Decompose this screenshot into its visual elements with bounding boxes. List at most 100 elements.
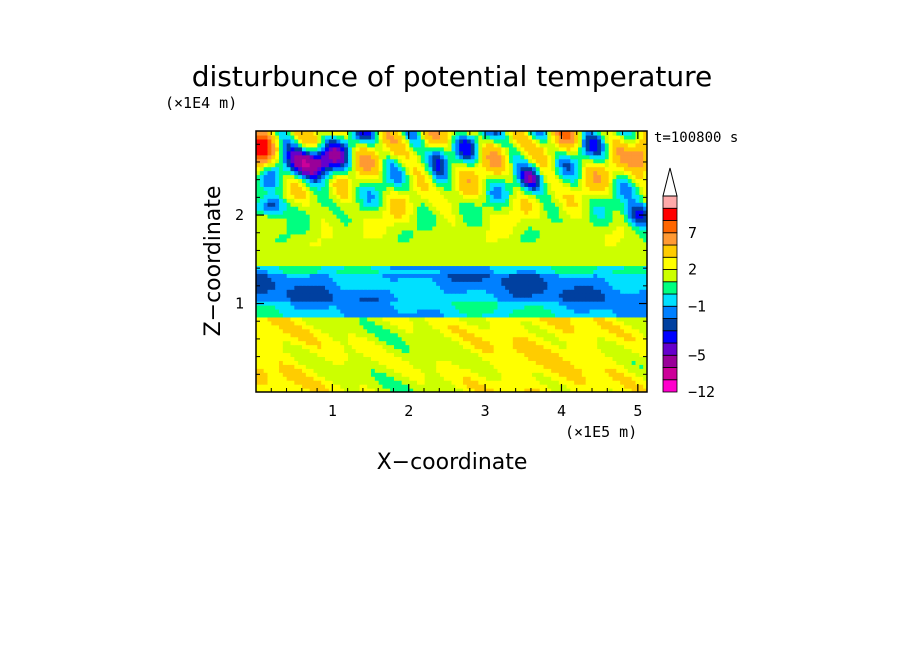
field-cell	[616, 293, 621, 298]
field-cell	[624, 368, 629, 373]
field-cell	[509, 241, 514, 247]
field-cell	[482, 360, 487, 365]
field-cell	[294, 233, 299, 239]
field-cell	[574, 348, 579, 354]
field-cell	[478, 364, 483, 369]
field-cell	[267, 257, 272, 263]
field-cell	[574, 376, 579, 381]
field-cell	[424, 364, 430, 369]
field-cell	[302, 352, 307, 357]
field-cell	[340, 221, 345, 227]
field-cell	[309, 372, 315, 377]
field-cell	[578, 253, 583, 259]
field-cell	[359, 249, 364, 255]
field-cell	[440, 384, 445, 389]
field-cell	[639, 352, 644, 357]
field-cell	[279, 332, 284, 338]
field-cell	[463, 218, 468, 223]
field-cell	[367, 233, 372, 239]
field-cell	[382, 285, 387, 290]
field-cell	[528, 364, 533, 369]
field-cell	[505, 245, 510, 251]
field-cell	[616, 305, 621, 310]
field-cell	[313, 320, 318, 326]
field-cell	[466, 384, 472, 389]
field-cell	[593, 352, 598, 357]
field-cell	[497, 293, 502, 298]
field-cell	[424, 269, 430, 274]
field-cell	[267, 285, 272, 290]
field-cell	[558, 368, 564, 373]
field-cell	[566, 316, 571, 322]
field-cell	[432, 221, 437, 227]
field-cell	[390, 352, 395, 357]
field-cell	[367, 388, 372, 392]
field-cell	[309, 356, 315, 361]
field-cell	[317, 320, 322, 326]
field-cell	[424, 328, 430, 334]
field-cell	[355, 324, 361, 330]
field-cell	[478, 305, 483, 310]
field-cell	[348, 241, 353, 247]
field-cell	[578, 372, 583, 377]
field-cell	[409, 237, 414, 243]
field-cell	[374, 245, 380, 251]
field-cell	[551, 293, 556, 298]
field-cell	[321, 221, 326, 227]
field-cell	[309, 308, 315, 314]
field-cell	[267, 253, 272, 259]
field-cell	[382, 356, 387, 361]
field-cell	[593, 218, 598, 223]
field-cell	[486, 210, 491, 215]
field-cell	[639, 249, 644, 255]
field-cell	[627, 368, 633, 373]
field-cell	[470, 320, 476, 326]
field-cell	[570, 237, 575, 243]
field-cell	[436, 202, 441, 207]
field-cell	[313, 233, 318, 239]
field-cell	[374, 340, 380, 346]
field-cell	[317, 340, 322, 346]
field-cell	[378, 344, 384, 350]
field-cell	[390, 344, 395, 350]
field-cell	[394, 265, 399, 270]
field-cell	[520, 285, 525, 290]
field-cell	[428, 297, 433, 302]
field-cell	[455, 202, 460, 207]
field-cell	[355, 384, 361, 389]
field-cell	[401, 320, 407, 326]
field-cell	[424, 285, 430, 290]
field-cell	[532, 273, 537, 278]
field-cell	[355, 225, 361, 231]
field-cell	[443, 380, 449, 385]
field-cell	[562, 336, 568, 342]
field-cell	[643, 261, 647, 267]
field-cell	[578, 384, 583, 389]
field-cell	[286, 289, 292, 294]
field-cell	[558, 372, 564, 377]
field-cell	[363, 218, 368, 223]
field-cell	[578, 316, 583, 322]
field-cell	[348, 316, 353, 322]
field-cell	[616, 277, 621, 282]
field-cell	[420, 293, 426, 298]
field-cell	[386, 221, 391, 227]
field-cell	[455, 388, 460, 392]
field-cell	[417, 245, 422, 251]
field-cell	[363, 316, 368, 322]
field-cell	[459, 206, 464, 211]
field-cell	[497, 384, 502, 389]
field-cell	[486, 344, 491, 350]
field-cell	[409, 344, 414, 350]
field-cell	[294, 348, 299, 354]
field-cell	[336, 237, 341, 243]
field-cell	[359, 210, 364, 215]
field-cell	[585, 225, 591, 231]
field-cell	[401, 356, 407, 361]
field-cell	[543, 372, 548, 377]
field-cell	[355, 202, 361, 207]
field-cell	[317, 265, 322, 270]
field-cell	[501, 249, 506, 255]
field-cell	[336, 206, 341, 211]
field-cell	[570, 332, 575, 338]
